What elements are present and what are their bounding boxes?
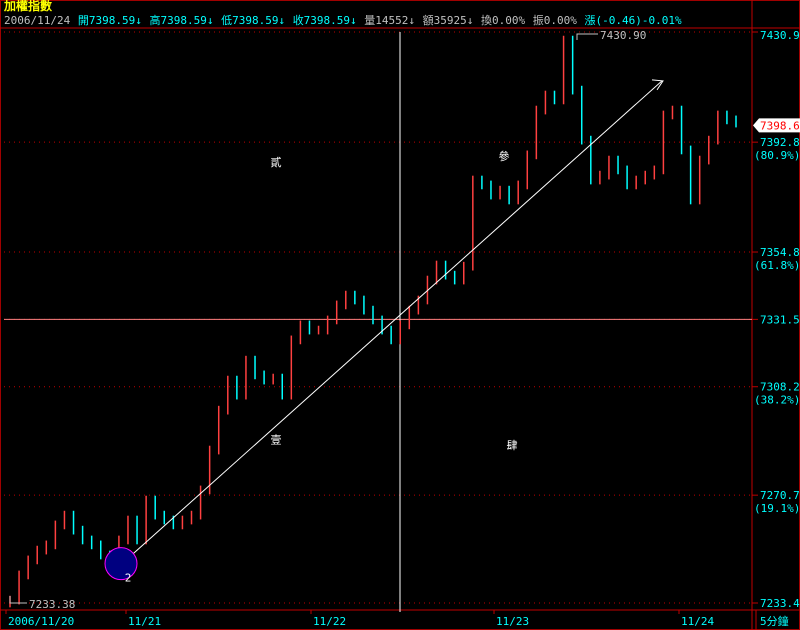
wave-label: 肆 [507, 439, 518, 452]
quote-volume: 量14552↓ [364, 14, 416, 27]
interval-label: 5分鐘 [760, 614, 789, 628]
quote-date: 2006/11/24 [4, 14, 71, 27]
quote-amount: 額35925↓ [422, 14, 474, 27]
wave-label: 貳 [271, 155, 282, 169]
fib-percent-label: (19.1%) [754, 502, 800, 515]
low-price-label: 7233.38 [29, 598, 75, 611]
quote-amplitude: 振0.00% [532, 14, 577, 27]
wave-label: 壹 [271, 433, 282, 446]
wave-label: 參 [499, 149, 510, 163]
index-title: 加權指數 [4, 0, 53, 13]
price-label: 7430.9 [760, 29, 800, 42]
wave-marker-label: 2 [125, 572, 132, 585]
low-pointer [9, 596, 27, 604]
fib-percent-label: (38.2%) [754, 394, 800, 407]
quote-turnover: 換0.00% [481, 14, 526, 27]
current-price-label: 7398.6 [760, 119, 800, 132]
price-label: 7354.8 [760, 246, 800, 259]
quote-close: 收7398.59↓ [292, 14, 357, 27]
fib-percent-label: (61.8%) [754, 259, 800, 272]
trend-line [121, 80, 663, 565]
price-label: 7308.2 [760, 381, 800, 394]
high-pointer [576, 33, 598, 40]
quote-info-bar: 2006/11/24 開7398.59↓ 高7398.59↓ 低7398.59↓… [4, 14, 683, 27]
date-label: 11/21 [128, 615, 161, 628]
current-price-tag [753, 118, 800, 133]
quote-change: 漲(-0.46)-0.01% [584, 14, 682, 27]
date-label: 2006/11/20 [8, 615, 74, 628]
wave-marker-circle [104, 547, 138, 581]
price-label: 7233.4 [760, 597, 800, 610]
fib-percent-label: (80.9%) [754, 149, 800, 162]
quote-high: 高7398.59↓ [149, 14, 214, 27]
quote-open: 開7398.59↓ [77, 14, 142, 27]
date-label: 11/23 [496, 615, 529, 628]
quote-low: 低7398.59↓ [221, 14, 286, 27]
high-price-label: 7430.90 [600, 29, 646, 42]
date-label: 11/22 [313, 615, 346, 628]
date-label: 11/24 [681, 615, 714, 628]
price-label: 7392.8 [760, 136, 800, 149]
trend-arrow-icon [651, 79, 664, 91]
price-label: 7270.7 [760, 489, 800, 502]
price-label: 7331.5 [760, 313, 800, 326]
